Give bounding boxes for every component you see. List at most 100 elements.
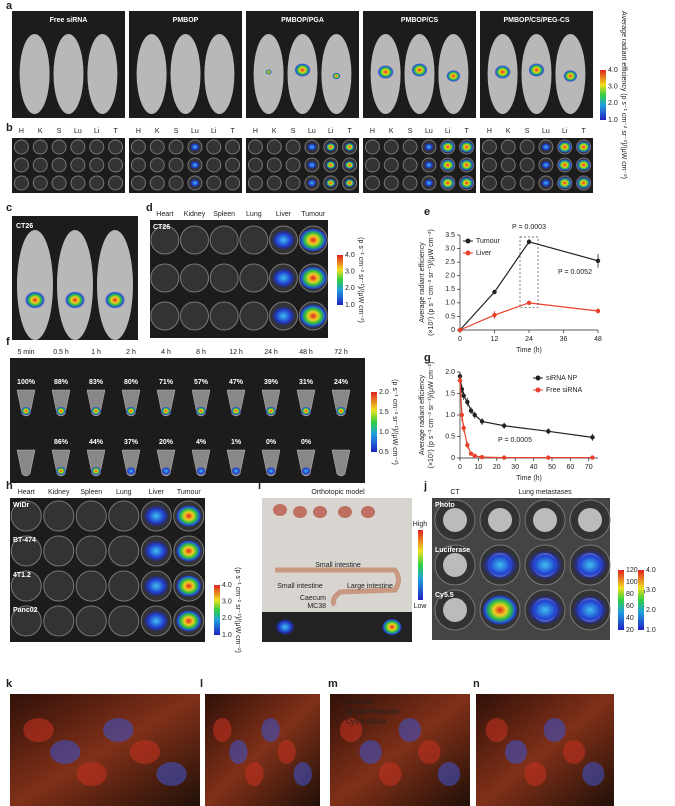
- well: [168, 157, 184, 173]
- organ-label: Lu: [542, 128, 550, 135]
- organ-label: K: [389, 128, 394, 135]
- organ-label: S: [291, 128, 296, 135]
- lung: [443, 553, 467, 577]
- signal: [126, 466, 136, 476]
- data-point: [457, 327, 463, 333]
- well: [519, 157, 535, 173]
- legend-label: Tumour: [476, 238, 501, 245]
- data-point: [501, 455, 507, 460]
- organ-label: S: [57, 128, 62, 135]
- organ-label: Liver: [276, 211, 292, 218]
- well: [209, 301, 239, 331]
- retention-label: 4%: [196, 439, 207, 446]
- legend-label: Free siRNA: [546, 387, 583, 394]
- highlight-box: [519, 236, 539, 308]
- time-label: 8 h: [196, 349, 206, 356]
- signal: [271, 229, 296, 251]
- colorbar-label: 2.0: [608, 100, 618, 107]
- signal: [325, 142, 336, 152]
- mouse: [17, 230, 53, 340]
- retention-label: 47%: [229, 379, 244, 386]
- colorbar-label: 1.0: [222, 632, 232, 639]
- y-tick-label: 0: [451, 455, 455, 462]
- organ-label: Spleen: [213, 211, 235, 218]
- time-label: 4 h: [161, 349, 171, 356]
- colorbar-label: 3.0: [608, 84, 618, 91]
- well: [51, 175, 67, 191]
- signal: [540, 160, 551, 170]
- mouse: [19, 34, 50, 114]
- column-label: CT: [450, 489, 460, 496]
- micrograph: [205, 694, 320, 806]
- organ-label: Kidney: [184, 211, 206, 218]
- intestine: [275, 567, 401, 607]
- signal: [91, 466, 101, 476]
- well: [75, 500, 107, 532]
- retention-label: 57%: [194, 379, 209, 386]
- cell: [277, 740, 296, 764]
- organ-label: Li: [94, 128, 100, 135]
- organ-label: Lu: [191, 128, 199, 135]
- panel-letter: d: [146, 202, 153, 214]
- organ-label: Lu: [74, 128, 82, 135]
- well: [10, 500, 42, 532]
- well: [364, 139, 380, 155]
- y-tick-label: 2.5: [445, 259, 455, 266]
- annotation: Large intestine: [347, 583, 393, 590]
- signal: [576, 159, 591, 171]
- scale-label: Low: [414, 603, 428, 610]
- organ-label: H: [487, 128, 492, 135]
- organ-label: Tumour: [301, 211, 326, 218]
- well: [32, 139, 48, 155]
- signal: [294, 63, 311, 77]
- well: [108, 605, 140, 637]
- well: [180, 301, 209, 331]
- signal: [344, 142, 355, 152]
- signal: [189, 160, 200, 170]
- time-label: 5 min: [17, 349, 34, 356]
- time-label: 1 h: [91, 349, 101, 356]
- retention-label: 37%: [124, 439, 139, 446]
- signal: [143, 504, 170, 528]
- signal: [528, 63, 545, 77]
- organ-label: K: [155, 128, 160, 135]
- data-point: [468, 451, 474, 456]
- colorbar-label: 1.0: [379, 429, 389, 436]
- colorbar-label: 2.0: [222, 615, 232, 622]
- panel-letter: a: [6, 0, 13, 12]
- retention-label: 39%: [264, 379, 279, 386]
- tube: [331, 449, 351, 477]
- tube: [16, 449, 36, 477]
- model-label: BT-474: [13, 537, 36, 544]
- annotation: P = 0.0005: [498, 437, 532, 444]
- signal: [231, 466, 241, 476]
- well: [481, 157, 497, 173]
- colorbar: [418, 530, 423, 600]
- x-tick-label: 60: [567, 464, 575, 471]
- colorbar-label: 3.0: [222, 599, 232, 606]
- data-point: [461, 425, 466, 431]
- well: [149, 175, 165, 191]
- signal: [344, 178, 355, 188]
- retention-label: 24%: [334, 379, 349, 386]
- y-tick-label: 0: [451, 327, 455, 334]
- cell: [543, 718, 566, 742]
- well: [239, 225, 269, 255]
- data-point: [472, 412, 477, 418]
- time-label: 48 h: [299, 349, 313, 356]
- cell: [562, 740, 586, 764]
- colorbar-label: 1.5: [379, 409, 389, 416]
- series-line: [459, 241, 599, 331]
- organ-label: Li: [562, 128, 568, 135]
- well: [206, 139, 222, 155]
- organ-label: S: [525, 128, 530, 135]
- well: [225, 157, 241, 173]
- colorbar-label: 1.0: [608, 117, 618, 124]
- x-tick-label: 12: [491, 336, 499, 343]
- well: [383, 157, 399, 173]
- well: [108, 500, 140, 532]
- micrograph: [330, 694, 470, 806]
- organ-label: T: [347, 128, 352, 135]
- signal: [189, 178, 200, 188]
- well: [108, 535, 140, 567]
